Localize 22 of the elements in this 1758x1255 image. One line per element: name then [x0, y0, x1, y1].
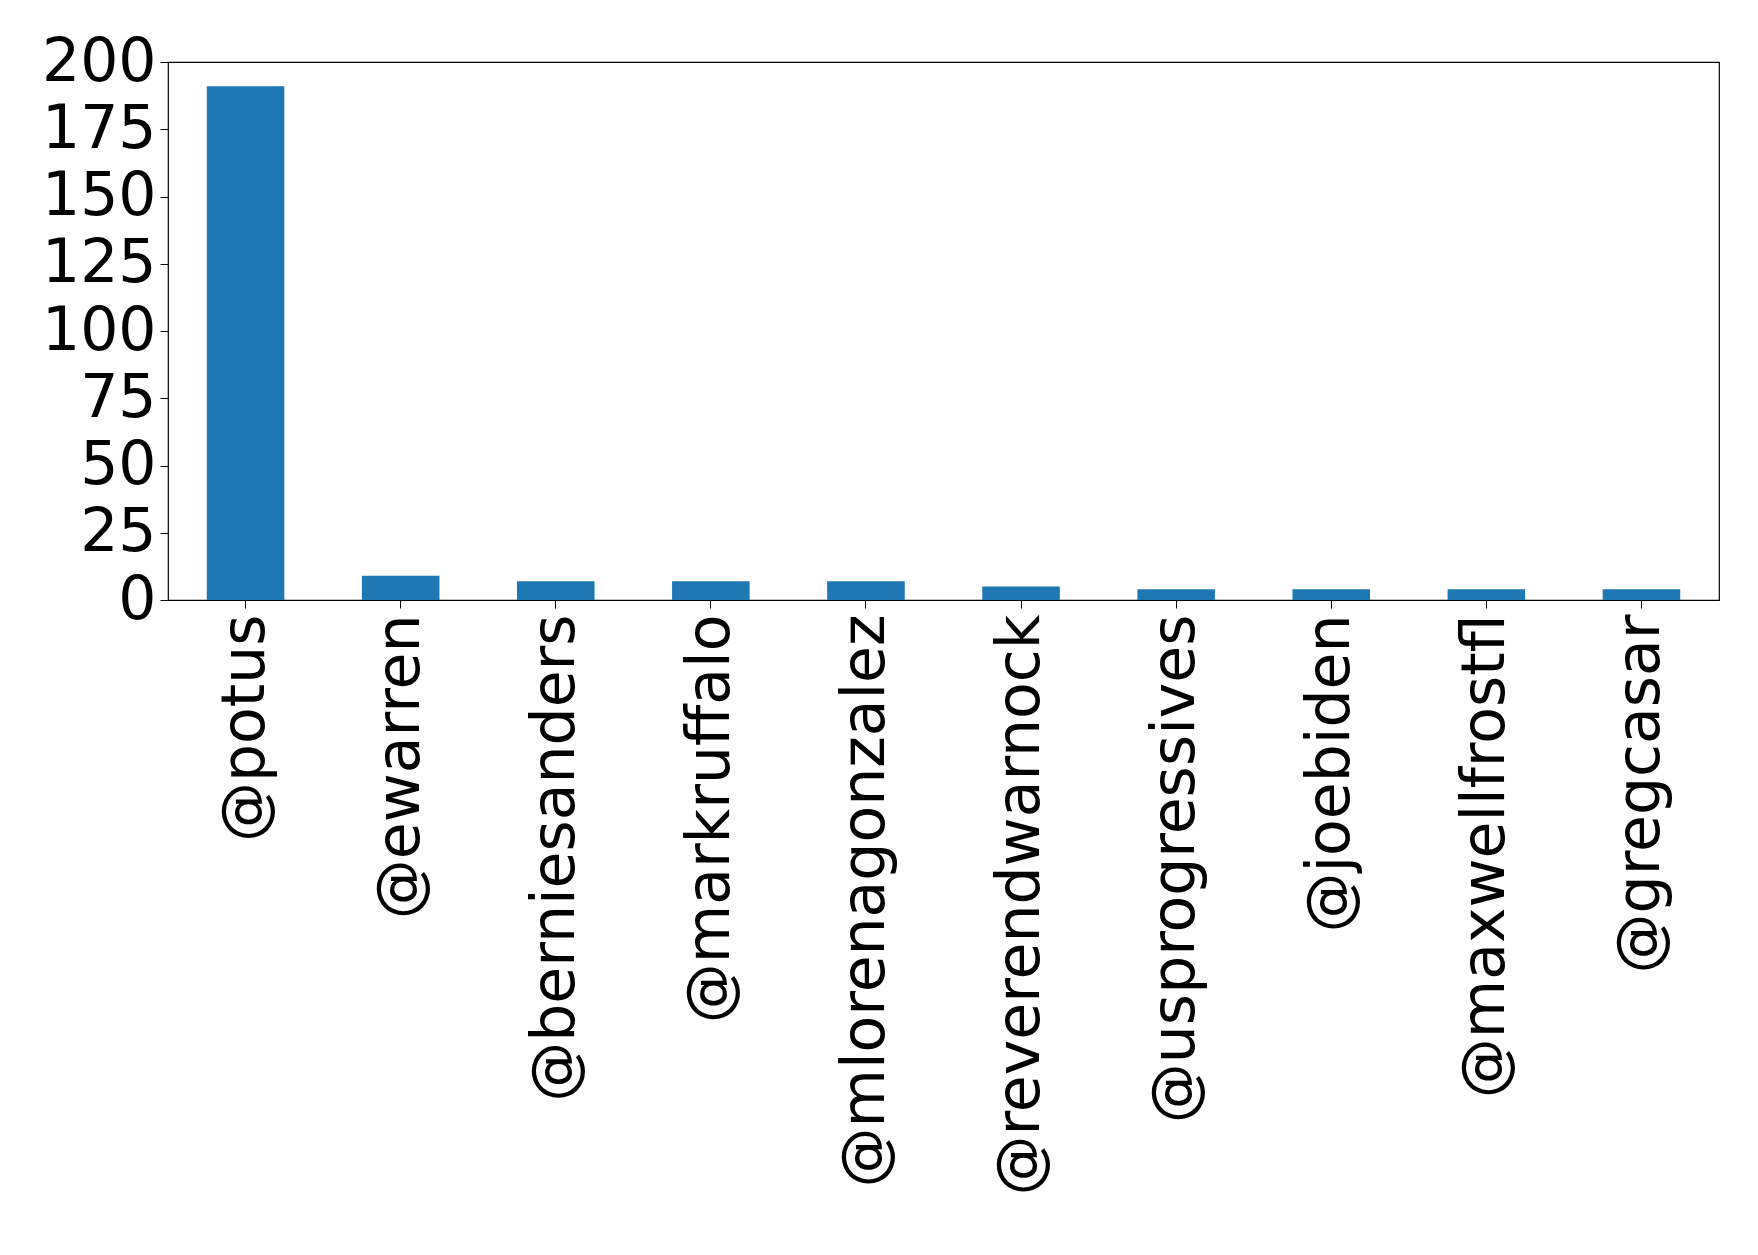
- bar: [206, 86, 285, 600]
- y-tick-label: 150: [41, 159, 157, 229]
- bar: [827, 581, 905, 600]
- bar: [1292, 589, 1371, 600]
- bar: [1137, 589, 1215, 600]
- x-tick-label: @maxwellfrostfl: [1448, 614, 1519, 1099]
- bar: [1447, 589, 1526, 600]
- x-tick-label: @potus: [207, 614, 278, 843]
- x-tick-label: @mlorenagonzalez: [827, 614, 898, 1188]
- bar: [672, 581, 750, 600]
- y-tick-label: 50: [80, 428, 157, 498]
- x-tick-label: @markruffalo: [672, 614, 743, 1024]
- x-tick-label: @gregcasar: [1603, 614, 1674, 974]
- bar: [361, 575, 440, 600]
- bar: [982, 586, 1060, 600]
- x-tick-label: @berniesanders: [517, 614, 588, 1102]
- x-tick-label: @reverendwarnock: [983, 614, 1054, 1196]
- x-tick-label: @usprogressives: [1138, 614, 1209, 1124]
- x-tick-label: @joebiden: [1293, 614, 1364, 933]
- bar: [516, 581, 595, 600]
- bar: [1602, 589, 1681, 600]
- x-tick-label: @ewarren: [362, 614, 433, 920]
